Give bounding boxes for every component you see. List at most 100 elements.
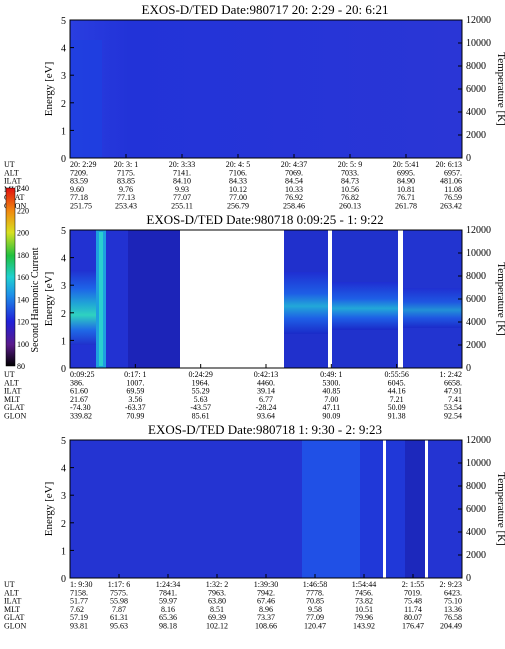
orbit-cell: 1007. (126, 378, 144, 387)
orbit-cell: 251.75 (70, 202, 92, 211)
orbit-cell: 11.74 (404, 605, 422, 614)
ytick-label: 2 (61, 519, 66, 530)
orbit-cell: 6658. (444, 378, 462, 387)
orbit-cell: 63.80 (208, 597, 226, 606)
orbit-cell: 57.19 (70, 613, 88, 622)
panel-2-segment-b-band (284, 272, 328, 334)
orbit-cell: 7.00 (324, 395, 338, 404)
panel-1-yticks: 0 1 2 3 4 5 (61, 16, 74, 165)
orbit-cell: 13.36 (444, 605, 462, 614)
orbit-cell: 77.18 (70, 193, 88, 202)
orbit-cell: 20: 3:33 (169, 160, 195, 169)
y2tick-label: 2000 (466, 340, 486, 351)
ytick-label: 1 (61, 546, 66, 557)
orbit-cell: 84.54 (285, 177, 303, 186)
orbit-row-label: MLT (4, 605, 20, 614)
orbit-cell: 10.81 (397, 185, 415, 194)
orbit-row-label: ALT (4, 588, 19, 597)
orbit-cell: 10.56 (341, 185, 359, 194)
panel-3-title: EXOS-D/TED Date:980718 1: 9:30 - 2: 9:23 (148, 422, 382, 437)
orbit-row-label: ILAT (4, 597, 21, 606)
colorbar-tick-label: 120 (17, 318, 29, 327)
orbit-cell: 0:42:13 (254, 370, 278, 379)
orbit-cell: -74.30 (70, 403, 91, 412)
ytick-label: 3 (61, 491, 66, 502)
colorbar-tick-label: 80 (17, 362, 25, 371)
colorbar-tick-label: 160 (17, 273, 29, 282)
panel-3: EXOS-D/TED Date:980718 1: 9:30 - 2: 9:23… (4, 422, 505, 631)
orbit-cell: 84.10 (173, 177, 191, 186)
orbit-cell: 75.48 (404, 597, 422, 606)
orbit-cell: 20: 3: 1 (114, 160, 138, 169)
orbit-cell: 7141. (173, 168, 191, 177)
ytick-label: 0 (61, 154, 66, 165)
orbit-cell: 9.58 (308, 605, 322, 614)
orbit-cell: 65.36 (159, 613, 177, 622)
orbit-cell: 95.63 (110, 622, 128, 631)
orbit-row-label: GLON (4, 412, 26, 421)
orbit-cell: 93.81 (70, 622, 88, 631)
orbit-cell: 83.59 (70, 177, 88, 186)
orbit-cell: 9.93 (175, 185, 189, 194)
ytick-label: 2 (61, 309, 66, 320)
y2tick-label: 4000 (466, 317, 486, 328)
orbit-cell: 7778. (306, 588, 324, 597)
panel-1-y2ticks: 0 2000 4000 6000 8000 10000 12000 (458, 15, 491, 164)
orbit-cell: 44.16 (388, 387, 406, 396)
orbit-cell: 2: 1:55 (402, 580, 424, 589)
orbit-row-label: GLON (4, 622, 26, 631)
panel-3-gap-2 (425, 440, 428, 578)
orbit-cell: 67.46 (257, 597, 275, 606)
panel-2-segment-a-band (70, 270, 100, 345)
orbit-cell: 1:46:58 (303, 580, 327, 589)
orbit-cell: 481.06 (440, 177, 462, 186)
orbit-cell: 143.92 (353, 622, 375, 631)
panel-1-ylabel: Energy [eV] (43, 62, 55, 116)
colorbar-label: Second Harmonic Current (30, 247, 41, 352)
orbit-cell: 1:17: 6 (108, 580, 130, 589)
orbit-cell: 6045. (388, 378, 406, 387)
panel-2-segment-a-dark (128, 230, 180, 368)
orbit-cell: 8.96 (259, 605, 273, 614)
orbit-cell: 76.71 (397, 193, 415, 202)
orbit-cell: 7456. (355, 588, 373, 597)
ytick-label: 2 (61, 99, 66, 110)
orbit-row-label: MLT (4, 395, 20, 404)
orbit-row-label: UT (4, 580, 15, 589)
orbit-cell: 77.00 (229, 193, 247, 202)
panel-2-y2ticks: 0 2000 4000 6000 8000 10000 12000 (458, 225, 491, 374)
y2tick-label: 12000 (466, 15, 491, 26)
orbit-cell: 73.37 (257, 613, 275, 622)
orbit-cell: 77.07 (173, 193, 191, 202)
y2tick-label: 2000 (466, 130, 486, 141)
panel-3-y2label: Temperature [K] (495, 472, 505, 545)
orbit-cell: 9.60 (70, 185, 84, 194)
orbit-row-label: ALT (4, 378, 19, 387)
orbit-cell: 79.96 (355, 613, 373, 622)
orbit-cell: 3.56 (128, 395, 142, 404)
ytick-label: 5 (61, 436, 66, 447)
orbit-cell: 39.14 (257, 387, 275, 396)
orbit-row-label: GLAT (4, 613, 25, 622)
orbit-cell: 90.09 (322, 412, 340, 421)
orbit-cell: 7.41 (448, 395, 462, 404)
orbit-row-label: UT (4, 160, 15, 169)
orbit-cell: 93.64 (257, 412, 275, 421)
orbit-cell: 76.59 (444, 193, 462, 202)
orbit-cell: 7019. (404, 588, 422, 597)
orbit-cell: 20: 5: 9 (338, 160, 362, 169)
panel-2-segment-a-stripe-core (99, 232, 103, 366)
orbit-cell: 47.11 (322, 403, 340, 412)
y2tick-label: 6000 (466, 504, 486, 515)
ytick-label: 4 (61, 464, 66, 475)
orbit-cell: 7175. (117, 168, 135, 177)
ytick-label: 4 (61, 254, 66, 265)
orbit-cell: -43.57 (190, 403, 211, 412)
orbit-cell: 263.42 (440, 202, 462, 211)
colorbar-tick-label: 180 (17, 251, 29, 260)
orbit-cell: 10.33 (285, 185, 303, 194)
orbit-cell: 20: 2:29 (70, 160, 96, 169)
orbit-cell: 8.16 (161, 605, 175, 614)
